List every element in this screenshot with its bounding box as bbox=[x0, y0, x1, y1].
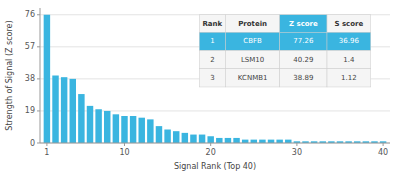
bar bbox=[104, 111, 110, 143]
bar bbox=[164, 130, 170, 144]
bar bbox=[113, 114, 119, 143]
bar bbox=[52, 76, 58, 144]
table-cell bbox=[327, 51, 371, 69]
y-tick-label: 76 bbox=[25, 10, 35, 19]
x-tick-label: 20 bbox=[206, 148, 216, 157]
bar bbox=[61, 77, 67, 143]
table-cell-text: 40.29 bbox=[293, 56, 313, 64]
table-cell bbox=[226, 32, 280, 50]
bar bbox=[242, 140, 248, 143]
y-tick-label: 38 bbox=[25, 74, 35, 83]
table-cell-text: 2 bbox=[210, 56, 214, 64]
table-cell bbox=[327, 69, 371, 87]
table-cell-text: 1 bbox=[210, 37, 214, 45]
y-tick-label: 19 bbox=[25, 106, 35, 115]
table-cell-text: 1.4 bbox=[343, 56, 355, 64]
bar bbox=[173, 131, 179, 143]
table-cell bbox=[226, 51, 280, 69]
table-cell bbox=[280, 32, 327, 50]
table-header-cell bbox=[327, 15, 371, 33]
grid-line bbox=[40, 143, 390, 144]
bar bbox=[207, 136, 213, 143]
table-cell-text: 77.26 bbox=[293, 37, 314, 45]
table-header: Rank bbox=[202, 20, 222, 28]
table-cell-text: KCNMB1 bbox=[238, 74, 268, 82]
bar bbox=[225, 138, 231, 143]
bar bbox=[268, 140, 274, 143]
x-tick bbox=[383, 143, 384, 146]
bar bbox=[199, 135, 205, 143]
bar bbox=[87, 106, 93, 143]
table-header: S score bbox=[334, 20, 363, 28]
table-cell-text: 1.12 bbox=[341, 74, 357, 82]
bar bbox=[138, 118, 144, 143]
y-tick bbox=[37, 110, 40, 111]
bar bbox=[182, 133, 188, 143]
y-tick bbox=[37, 143, 40, 144]
x-tick bbox=[210, 143, 211, 146]
table-cell-text: 38.89 bbox=[293, 74, 313, 82]
table-header-cell bbox=[280, 15, 327, 33]
table-cell bbox=[280, 69, 327, 87]
bar bbox=[70, 79, 76, 143]
y-tick-label: 57 bbox=[25, 42, 35, 51]
x-axis-line bbox=[40, 143, 390, 144]
y-axis-line bbox=[40, 8, 41, 143]
table-header-cell bbox=[226, 15, 280, 33]
y-tick bbox=[37, 46, 40, 47]
bar bbox=[44, 15, 50, 143]
table-cell-text: CBFB bbox=[243, 37, 262, 45]
chart: 0 19 38 57 76 1 10 20 30 40 Signal Rank (Top 40) St… bbox=[0, 0, 400, 173]
x-tick bbox=[296, 143, 297, 146]
x-axis-label: Signal Rank (Top 40) bbox=[174, 162, 256, 171]
table-cell-text: 36.96 bbox=[339, 37, 360, 45]
table-cell bbox=[226, 69, 280, 87]
bar bbox=[130, 116, 136, 143]
bar bbox=[276, 140, 282, 143]
bar bbox=[259, 140, 265, 143]
y-tick bbox=[37, 14, 40, 15]
x-tick-label: 40 bbox=[378, 148, 388, 157]
bar bbox=[95, 109, 101, 143]
bar bbox=[190, 135, 196, 143]
y-axis-label: Strength of Signal (Z score) bbox=[5, 20, 14, 130]
table-cell-text: 3 bbox=[210, 74, 214, 82]
x-tick bbox=[46, 143, 47, 146]
bar bbox=[285, 140, 291, 143]
bars bbox=[44, 15, 387, 143]
x-tick-label: 10 bbox=[119, 148, 129, 157]
bar bbox=[251, 140, 257, 143]
table-cell-text: LSM10 bbox=[241, 56, 264, 64]
table-header-cell bbox=[199, 15, 225, 33]
x-tick-label: 30 bbox=[292, 148, 302, 157]
y-tick-label: 0 bbox=[30, 139, 35, 148]
table: Rank Protein Z score S score 1 CBFB 77.26 36.96… bbox=[199, 15, 371, 87]
table-cell bbox=[199, 51, 225, 69]
bar bbox=[233, 138, 239, 143]
x-tick bbox=[124, 143, 125, 146]
bar bbox=[147, 119, 153, 143]
y-tick bbox=[37, 78, 40, 79]
bar bbox=[78, 94, 84, 143]
table-cell bbox=[199, 69, 225, 87]
table-header: Protein bbox=[238, 20, 267, 28]
bar bbox=[156, 126, 162, 143]
table-cell bbox=[199, 32, 225, 50]
bar bbox=[121, 116, 127, 143]
x-tick-label: 1 bbox=[44, 148, 49, 157]
table-header: Z score bbox=[289, 20, 318, 28]
bar bbox=[216, 138, 222, 143]
table-cell bbox=[327, 32, 371, 50]
table-cell bbox=[280, 51, 327, 69]
